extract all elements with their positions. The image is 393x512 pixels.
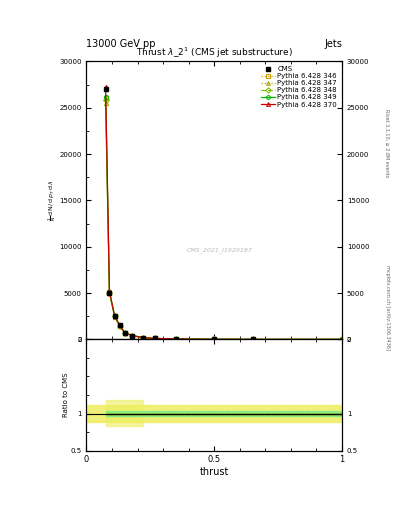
Line: Pythia 6.428 349: Pythia 6.428 349: [103, 95, 344, 342]
Pythia 6.428 370: [153, 335, 158, 342]
Pythia 6.428 349: [112, 313, 117, 319]
CMS: [140, 334, 145, 340]
Pythia 6.428 370: [140, 334, 145, 340]
CMS: [117, 323, 122, 329]
Pythia 6.428 348: [212, 336, 217, 343]
Pythia 6.428 348: [107, 289, 112, 295]
Pythia 6.428 346: [340, 336, 344, 343]
Pythia 6.428 347: [153, 335, 158, 342]
Pythia 6.428 370: [340, 336, 344, 343]
Text: mcplots.cern.ch [arXiv:1306.3436]: mcplots.cern.ch [arXiv:1306.3436]: [385, 265, 389, 350]
Line: Pythia 6.428 370: Pythia 6.428 370: [103, 86, 344, 342]
Pythia 6.428 348: [117, 323, 122, 329]
Pythia 6.428 346: [130, 333, 135, 339]
Pythia 6.428 347: [103, 100, 108, 106]
Line: Pythia 6.428 348: Pythia 6.428 348: [103, 98, 344, 342]
Pythia 6.428 370: [123, 330, 127, 336]
Pythia 6.428 348: [153, 335, 158, 342]
Pythia 6.428 349: [140, 334, 145, 340]
Line: CMS: CMS: [103, 87, 255, 342]
Pythia 6.428 346: [140, 334, 145, 340]
Pythia 6.428 370: [250, 336, 255, 343]
CMS: [107, 290, 112, 296]
CMS: [123, 330, 127, 336]
Pythia 6.428 346: [174, 336, 178, 342]
Pythia 6.428 348: [140, 334, 145, 340]
Pythia 6.428 347: [107, 290, 112, 296]
Pythia 6.428 346: [123, 330, 127, 336]
X-axis label: thrust: thrust: [200, 467, 229, 477]
Pythia 6.428 347: [112, 314, 117, 320]
CMS: [212, 336, 217, 343]
Legend: CMS, Pythia 6.428 346, Pythia 6.428 347, Pythia 6.428 348, Pythia 6.428 349, Pyt: CMS, Pythia 6.428 346, Pythia 6.428 347,…: [259, 65, 338, 109]
Pythia 6.428 370: [212, 336, 217, 343]
CMS: [250, 336, 255, 343]
Y-axis label: $\frac{1}{\mathrm{N}}\,\mathrm{d}\,\mathrm{N}\,/\,\mathrm{d}\,p_T\,\mathrm{d}\,\: $\frac{1}{\mathrm{N}}\,\mathrm{d}\,\math…: [46, 180, 58, 221]
Pythia 6.428 346: [212, 336, 217, 343]
Pythia 6.428 349: [123, 330, 127, 336]
Pythia 6.428 348: [174, 336, 178, 342]
Pythia 6.428 370: [103, 84, 108, 91]
Pythia 6.428 348: [340, 336, 344, 343]
Pythia 6.428 346: [103, 95, 108, 101]
Pythia 6.428 349: [130, 333, 135, 339]
Pythia 6.428 347: [117, 323, 122, 329]
Line: Pythia 6.428 346: Pythia 6.428 346: [103, 96, 344, 342]
Line: Pythia 6.428 347: Pythia 6.428 347: [103, 101, 344, 342]
Pythia 6.428 370: [117, 322, 122, 328]
Pythia 6.428 349: [153, 335, 158, 342]
Pythia 6.428 346: [107, 289, 112, 295]
Text: Jets: Jets: [324, 38, 342, 49]
Pythia 6.428 347: [250, 336, 255, 343]
Pythia 6.428 346: [117, 323, 122, 329]
Text: 13000 GeV pp: 13000 GeV pp: [86, 38, 156, 49]
Pythia 6.428 348: [123, 330, 127, 336]
CMS: [130, 333, 135, 339]
Y-axis label: Ratio to CMS: Ratio to CMS: [63, 373, 69, 417]
Pythia 6.428 346: [250, 336, 255, 343]
Pythia 6.428 370: [174, 336, 178, 342]
Pythia 6.428 347: [212, 336, 217, 343]
Pythia 6.428 346: [112, 313, 117, 319]
Pythia 6.428 348: [103, 97, 108, 103]
Title: Thrust $\lambda\_2^1$ (CMS jet substructure): Thrust $\lambda\_2^1$ (CMS jet substruct…: [136, 46, 293, 60]
Pythia 6.428 349: [103, 94, 108, 100]
Pythia 6.428 349: [250, 336, 255, 343]
Pythia 6.428 347: [130, 333, 135, 339]
Pythia 6.428 349: [117, 323, 122, 329]
Pythia 6.428 370: [112, 313, 117, 319]
Text: Rivet 3.1.10, ≥ 2.8M events: Rivet 3.1.10, ≥ 2.8M events: [385, 109, 389, 178]
Pythia 6.428 347: [140, 334, 145, 340]
Pythia 6.428 349: [107, 289, 112, 295]
CMS: [174, 336, 178, 342]
Pythia 6.428 349: [174, 336, 178, 342]
Pythia 6.428 348: [250, 336, 255, 343]
Pythia 6.428 347: [123, 330, 127, 336]
Text: CMS_2021_I1920187: CMS_2021_I1920187: [186, 248, 252, 253]
Pythia 6.428 370: [107, 288, 112, 294]
Pythia 6.428 370: [130, 333, 135, 339]
Pythia 6.428 348: [112, 313, 117, 319]
Pythia 6.428 346: [153, 335, 158, 342]
Pythia 6.428 348: [130, 333, 135, 339]
CMS: [112, 313, 117, 319]
Pythia 6.428 349: [340, 336, 344, 343]
Pythia 6.428 347: [174, 336, 178, 342]
CMS: [103, 86, 108, 92]
CMS: [153, 335, 158, 342]
Pythia 6.428 349: [212, 336, 217, 343]
Pythia 6.428 347: [340, 336, 344, 343]
